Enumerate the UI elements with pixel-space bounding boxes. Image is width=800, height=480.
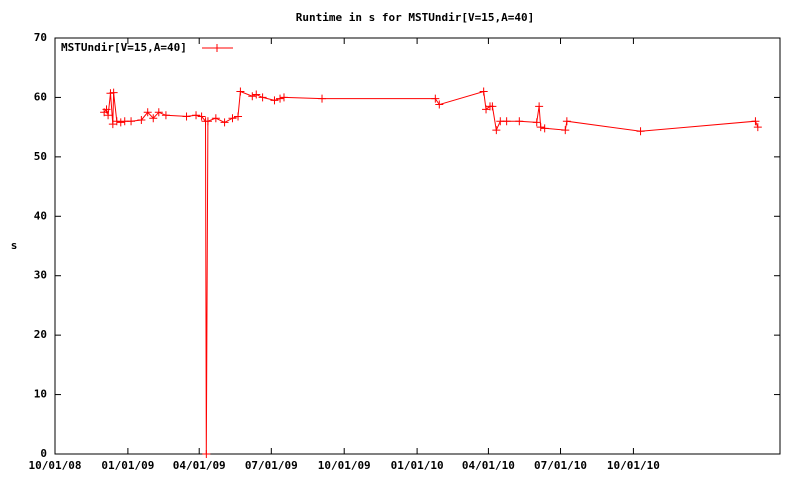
data-point: [258, 93, 267, 102]
data-point: [479, 87, 488, 96]
data-point: [112, 117, 121, 126]
x-tick-label: 01/01/10: [391, 459, 444, 472]
data-point: [161, 111, 170, 120]
data-point: [182, 112, 191, 121]
y-tick-label: 20: [34, 328, 47, 341]
chart-title: Runtime in s for MSTUndir[V=15,A=40]: [296, 11, 534, 24]
legend-marker: [213, 44, 221, 52]
data-point: [236, 87, 245, 96]
data-point: [636, 127, 645, 136]
data-point: [202, 450, 211, 458]
data-point: [220, 118, 229, 127]
data-point: [197, 112, 206, 121]
x-tick-label: 04/01/09: [173, 459, 226, 472]
x-tick-label: 10/01/10: [607, 459, 660, 472]
data-point: [252, 90, 261, 99]
data-point: [502, 117, 511, 126]
data-point: [751, 117, 760, 126]
data-point: [154, 108, 163, 117]
data-point: [228, 114, 237, 123]
x-tick-label: 04/01/10: [462, 459, 515, 472]
legend-label: MSTUndir[V=15,A=40]: [61, 41, 187, 54]
plot-frame: [54, 37, 781, 455]
data-point: [431, 94, 440, 103]
data-point: [435, 100, 444, 109]
data-point: [535, 102, 544, 111]
data-point: [279, 93, 288, 102]
data-point: [270, 96, 279, 105]
data-point: [127, 117, 136, 126]
data-point: [492, 126, 501, 135]
y-tick-label: 0: [40, 447, 47, 460]
data-point: [276, 94, 285, 103]
data-point: [248, 92, 257, 101]
data-point: [532, 118, 541, 127]
data-point: [116, 118, 125, 127]
x-tick-label: 10/01/08: [29, 459, 82, 472]
data-point: [562, 117, 571, 126]
data-point: [515, 117, 524, 126]
data-point: [561, 126, 570, 135]
y-tick-label: 60: [34, 90, 47, 103]
data-point: [318, 94, 327, 103]
data-point: [102, 105, 111, 114]
y-tick-label: 40: [34, 209, 47, 222]
x-tick-label: 10/01/09: [318, 459, 371, 472]
data-point: [753, 123, 762, 132]
data-point: [536, 123, 545, 132]
series-line: [103, 90, 759, 455]
data-point: [109, 88, 118, 97]
data-point: [143, 108, 152, 117]
data-point: [104, 111, 113, 120]
y-axis-label: s: [11, 239, 18, 252]
data-point: [540, 124, 549, 133]
x-tick-label: 07/01/09: [245, 459, 298, 472]
data-point: [106, 89, 115, 98]
x-tick-label: 07/01/10: [534, 459, 587, 472]
y-tick-label: 70: [34, 31, 47, 44]
y-tick-label: 30: [34, 269, 47, 282]
y-tick-label: 50: [34, 150, 47, 163]
data-point: [203, 117, 212, 126]
data-point: [149, 114, 158, 123]
data-point: [137, 116, 146, 125]
data-point: [192, 111, 201, 120]
data-point: [488, 102, 497, 111]
data-point: [234, 112, 243, 121]
y-tick-label: 10: [34, 388, 47, 401]
data-point: [211, 114, 220, 123]
x-tick-label: 01/01/09: [101, 459, 154, 472]
